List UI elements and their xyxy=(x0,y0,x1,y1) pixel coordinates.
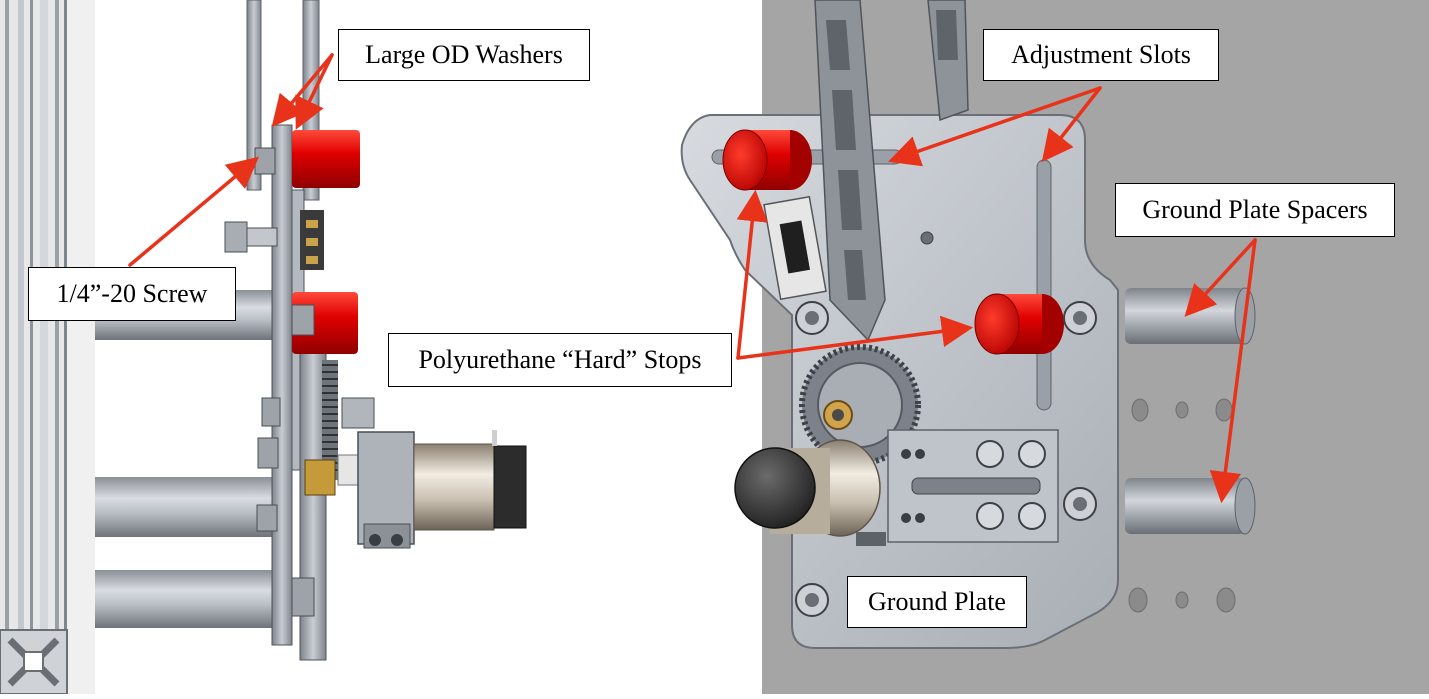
stop-arrow xyxy=(736,189,768,360)
washer-arrow xyxy=(271,53,334,128)
washer-arrow xyxy=(295,53,334,130)
stop-arrow xyxy=(736,315,974,360)
screw-arrow xyxy=(128,156,260,267)
ground-plate-spacer xyxy=(1125,478,1245,534)
side-plate xyxy=(271,124,293,646)
slot-arrow xyxy=(888,86,1102,167)
spacer-arrow xyxy=(1184,238,1257,317)
label-hard-stops: Polyurethane “Hard” Stops xyxy=(388,333,732,387)
hard-stop xyxy=(722,129,812,191)
slot-arrow xyxy=(1041,86,1102,163)
label-ground-plate-spacers: Ground Plate Spacers xyxy=(1115,183,1395,237)
adjustment-slot xyxy=(1036,159,1052,411)
hard-stop xyxy=(974,293,1064,355)
spacer-tube xyxy=(95,477,275,537)
motor xyxy=(413,443,495,531)
label-large-od-washers: Large OD Washers xyxy=(338,29,590,81)
screw-heads xyxy=(795,231,1097,617)
hard-stop xyxy=(292,130,360,188)
label-screw: 1/4”-20 Screw xyxy=(28,267,236,321)
spacer-tube xyxy=(95,570,275,628)
label-adjustment-slots: Adjustment Slots xyxy=(983,29,1219,81)
ground-plate-spacer xyxy=(1125,288,1245,344)
spacer-arrow xyxy=(1209,238,1257,504)
label-ground-plate: Ground Plate xyxy=(847,576,1027,628)
callout-arrows xyxy=(128,53,1257,504)
